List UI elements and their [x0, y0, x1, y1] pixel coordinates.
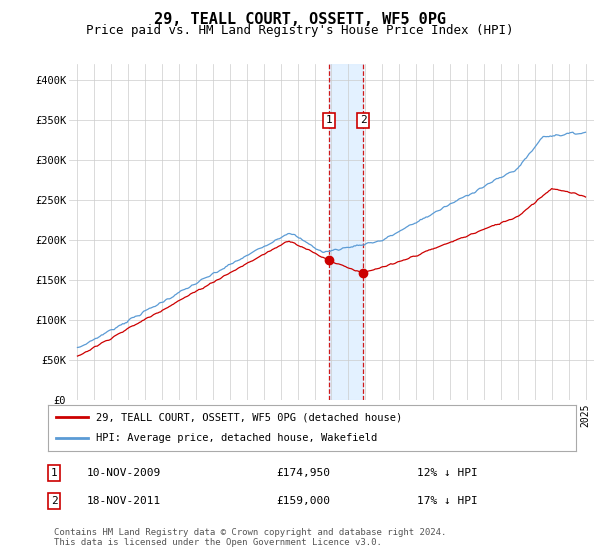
- Text: 2: 2: [360, 115, 367, 125]
- Text: £159,000: £159,000: [276, 496, 330, 506]
- Text: HPI: Average price, detached house, Wakefield: HPI: Average price, detached house, Wake…: [95, 433, 377, 444]
- Text: 1: 1: [326, 115, 332, 125]
- Text: 17% ↓ HPI: 17% ↓ HPI: [417, 496, 478, 506]
- Text: 18-NOV-2011: 18-NOV-2011: [87, 496, 161, 506]
- Text: 29, TEALL COURT, OSSETT, WF5 0PG: 29, TEALL COURT, OSSETT, WF5 0PG: [154, 12, 446, 27]
- Text: Contains HM Land Registry data © Crown copyright and database right 2024.
This d: Contains HM Land Registry data © Crown c…: [54, 528, 446, 548]
- Text: 1: 1: [50, 468, 58, 478]
- Text: 29, TEALL COURT, OSSETT, WF5 0PG (detached house): 29, TEALL COURT, OSSETT, WF5 0PG (detach…: [95, 412, 402, 422]
- Text: 2: 2: [50, 496, 58, 506]
- Text: Price paid vs. HM Land Registry's House Price Index (HPI): Price paid vs. HM Land Registry's House …: [86, 24, 514, 36]
- Text: £174,950: £174,950: [276, 468, 330, 478]
- Bar: [329, 64, 364, 400]
- Text: 12% ↓ HPI: 12% ↓ HPI: [417, 468, 478, 478]
- Text: 10-NOV-2009: 10-NOV-2009: [87, 468, 161, 478]
